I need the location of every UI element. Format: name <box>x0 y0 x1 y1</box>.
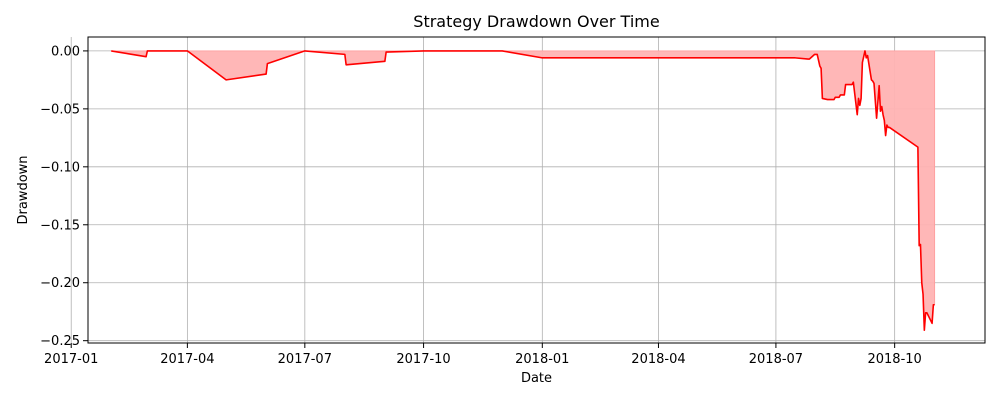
y-tick-label: −0.20 <box>40 276 80 291</box>
x-tick-label: 2017-10 <box>396 352 450 367</box>
x-axis-ticks: 2017-01 2017-04 2017-07 2017-10 2018-01 2018-… <box>44 343 922 367</box>
x-axis-label: Date <box>521 371 552 386</box>
drawdown-area <box>111 50 936 332</box>
drawdown-line <box>111 50 935 332</box>
y-tick-label: 0.00 <box>51 44 80 59</box>
x-tick-label: 2018-04 <box>631 352 685 367</box>
x-tick-label: 2018-01 <box>515 352 569 367</box>
x-tick-label: 2018-10 <box>867 352 921 367</box>
x-tick-label: 2018-07 <box>749 352 803 367</box>
plot-frame <box>87 36 986 344</box>
x-tick-label: 2017-07 <box>278 352 332 367</box>
y-axis-label: Drawdown <box>16 155 31 224</box>
x-tick-label: 2017-01 <box>44 352 98 367</box>
y-tick-label: −0.15 <box>40 218 80 233</box>
x-tick-label: 2017-04 <box>160 352 214 367</box>
y-tick-label: −0.10 <box>40 160 80 175</box>
chart-title: Strategy Drawdown Over Time <box>413 12 659 31</box>
y-tick-label: −0.05 <box>40 102 80 117</box>
y-axis-ticks: 0.00 −0.05 −0.10 −0.15 −0.20 −0.25 <box>40 44 88 349</box>
y-tick-label: −0.25 <box>40 334 80 349</box>
